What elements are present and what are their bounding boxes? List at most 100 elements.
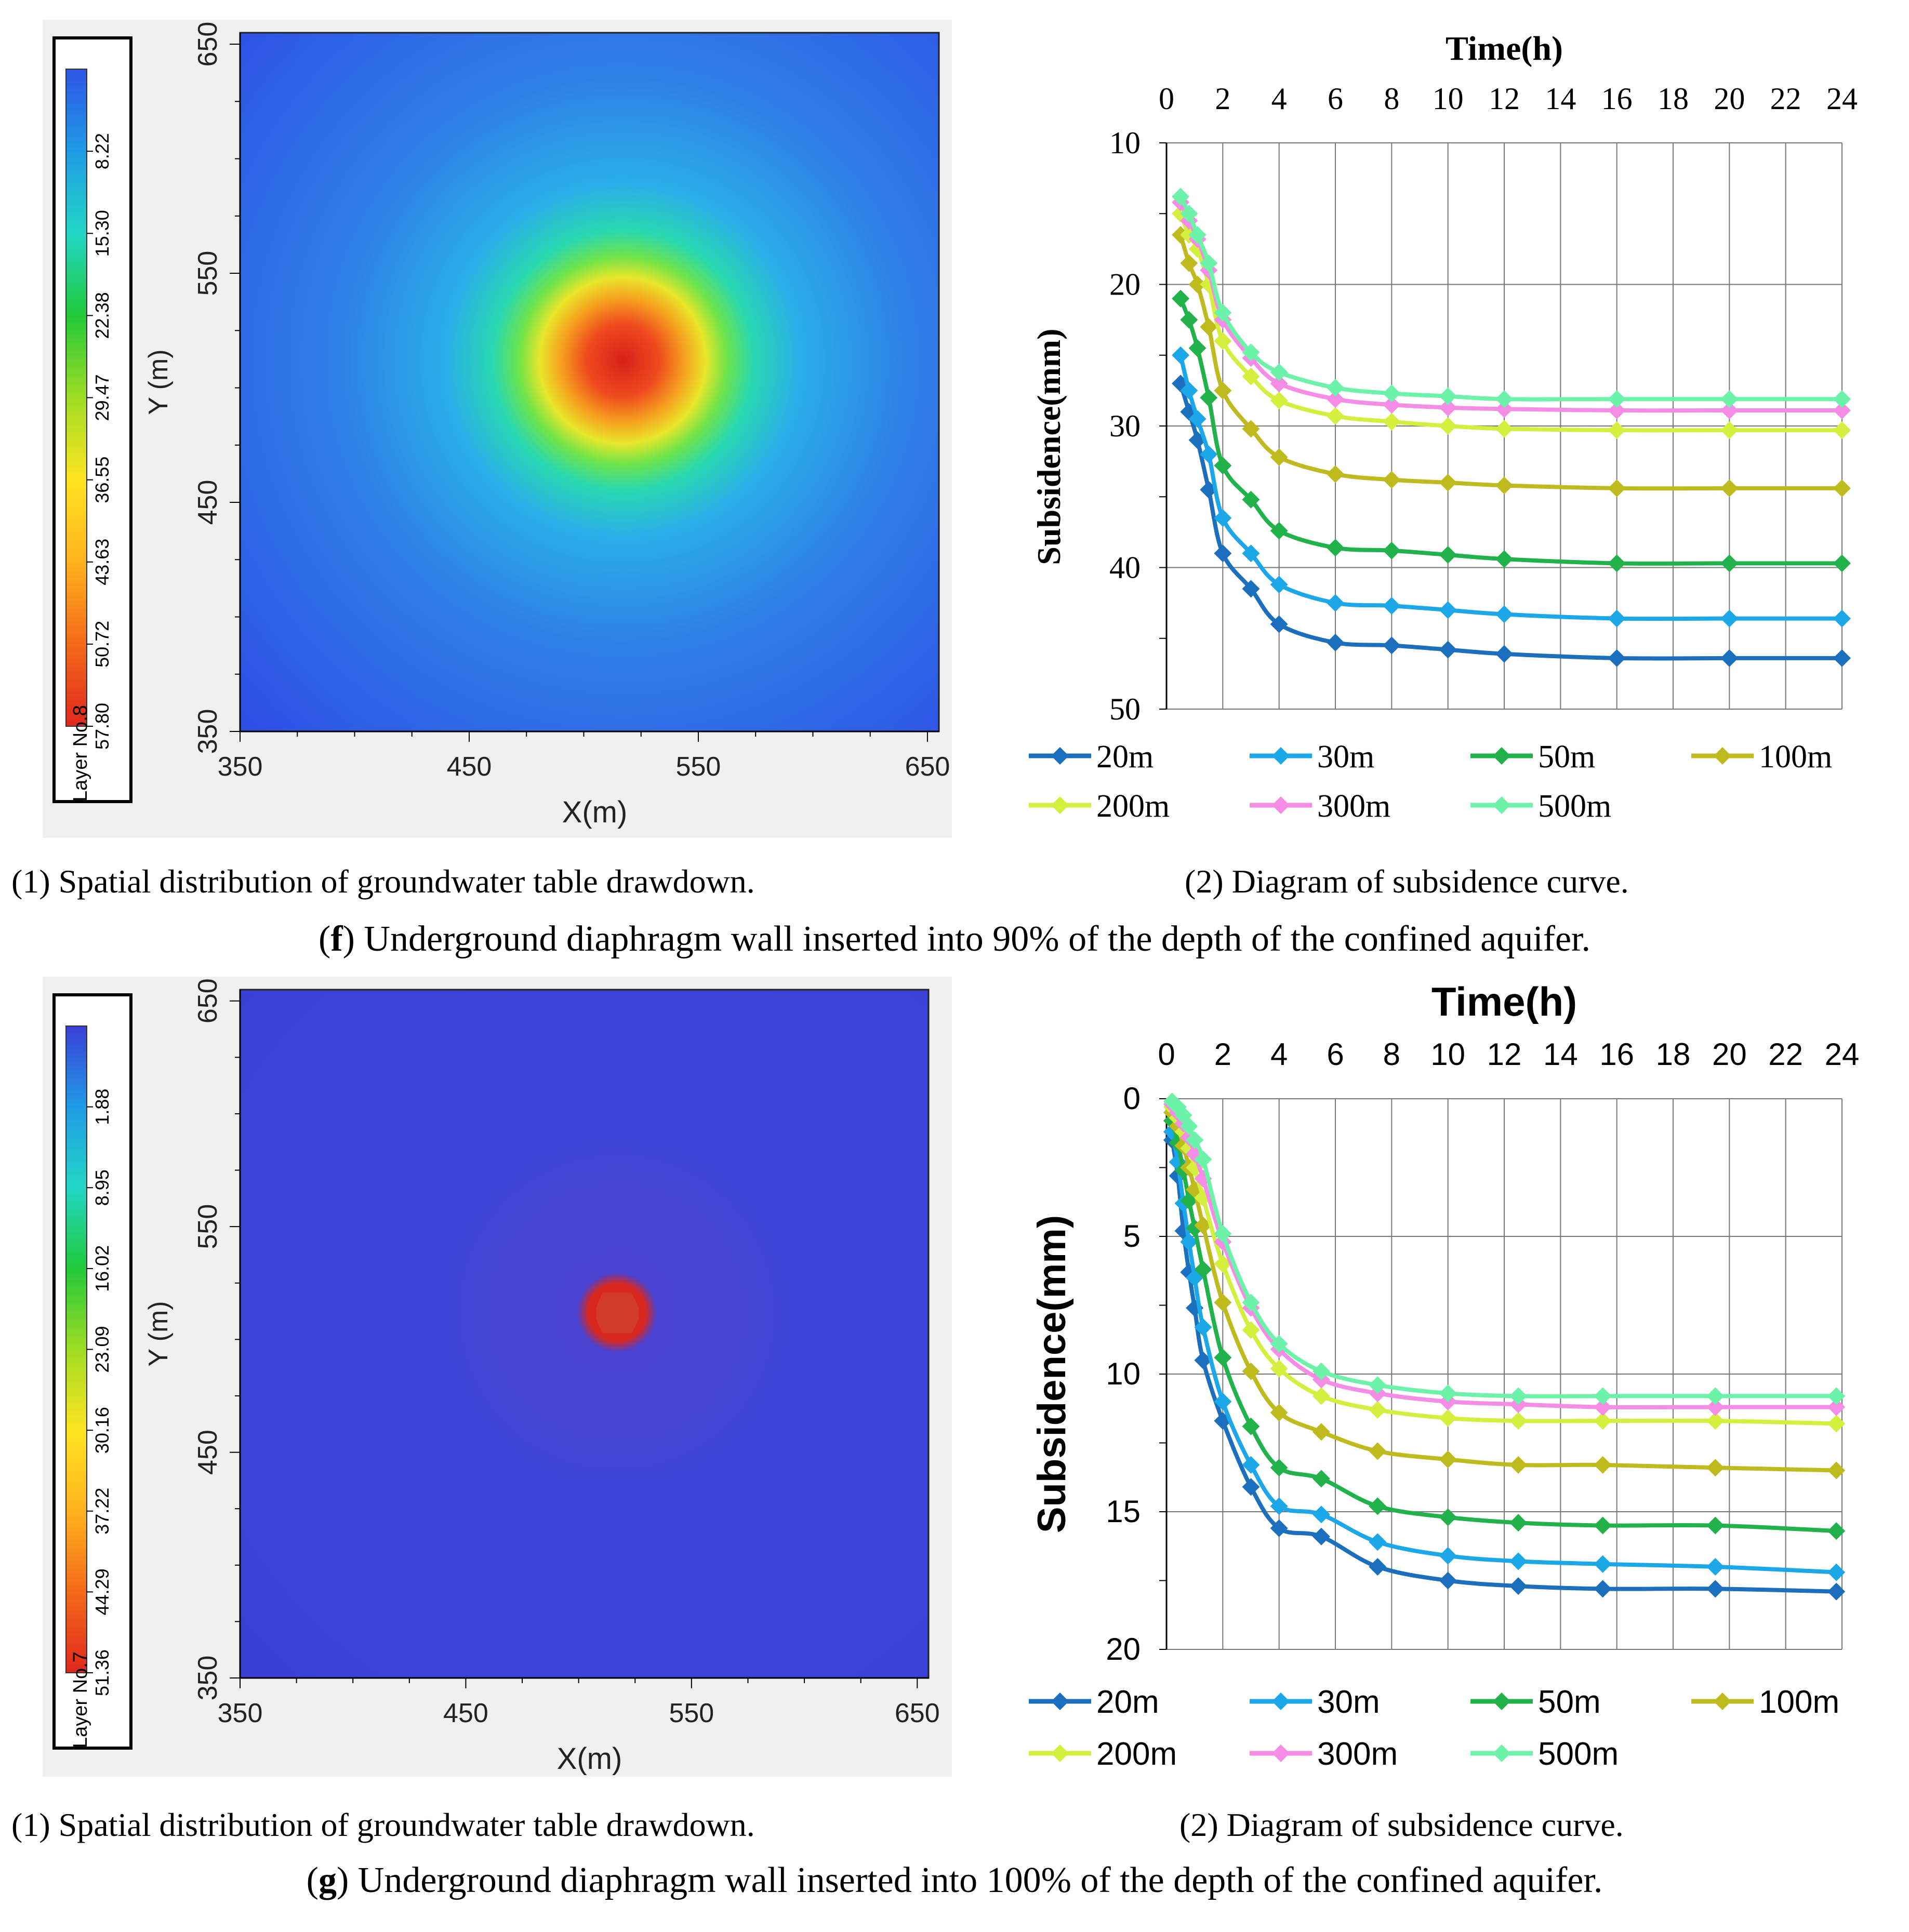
series-line [1178, 383, 1842, 661]
data-point [1270, 391, 1288, 409]
data-point [1827, 1522, 1846, 1540]
data-point [1312, 1387, 1330, 1405]
data-point [1439, 545, 1457, 564]
data-point [1714, 747, 1731, 765]
series-300m [1172, 193, 1851, 420]
data-point [1493, 747, 1510, 765]
x-tick-label: 22 [1768, 1037, 1803, 1072]
x-tick-label: 650 [895, 1698, 940, 1728]
legend-value: 37.22 [91, 1488, 113, 1535]
x-tick-label: 450 [447, 752, 492, 782]
data-point [1327, 390, 1344, 408]
data-point [1369, 1442, 1387, 1460]
data-point [1051, 747, 1069, 765]
x-tick-label: 12 [1489, 82, 1520, 116]
data-point [1509, 1577, 1528, 1595]
x-tick-label: 18 [1656, 1037, 1691, 1072]
data-point [1174, 1106, 1192, 1124]
data-point [1051, 1693, 1069, 1710]
drawdown-plume [240, 33, 939, 731]
y-axis-label: Subsidence(mm) [1030, 328, 1067, 565]
data-point [1383, 384, 1401, 403]
drawdown-core [596, 1293, 639, 1334]
data-point [1439, 417, 1457, 435]
data-point [1327, 407, 1344, 425]
data-point [1312, 1470, 1330, 1488]
data-point [1214, 1224, 1232, 1243]
data-point [1270, 1519, 1288, 1537]
data-point [1242, 1294, 1260, 1312]
caption-chart-g: (2) Diagram of subsidence curve. [1179, 1806, 1624, 1843]
data-point [1194, 1150, 1212, 1168]
data-point [1706, 1459, 1725, 1477]
x-tick-label: 8 [1384, 82, 1399, 116]
x-tick-label: 550 [669, 1698, 714, 1728]
x-tick-label: 16 [1601, 82, 1633, 116]
legend-item: 50m [1470, 739, 1595, 775]
data-point [1833, 421, 1851, 439]
data-point [1272, 796, 1290, 814]
legend-label: 500m [1538, 1736, 1619, 1772]
data-point [1495, 605, 1513, 623]
legend-value: 57.80 [91, 703, 113, 750]
y-axis-label: Y (m) [143, 349, 174, 415]
legend-item: 30m [1250, 1684, 1380, 1720]
data-point [1194, 1169, 1212, 1188]
x-tick-label: 16 [1599, 1037, 1634, 1072]
data-point [1383, 541, 1401, 559]
series-50m [1172, 289, 1851, 572]
data-point [1706, 1387, 1725, 1405]
legend-value: 8.95 [91, 1169, 113, 1206]
legend-item: 100m [1691, 739, 1832, 775]
x-axis-label: Time(h) [1446, 31, 1563, 68]
data-point [1706, 1516, 1725, 1535]
legend-item: 500m [1470, 789, 1611, 824]
data-point [1439, 1508, 1457, 1526]
data-point [1270, 375, 1288, 393]
data-point [1051, 1744, 1069, 1762]
y-tick-label: 10 [1109, 126, 1141, 160]
data-point [1312, 1505, 1330, 1524]
legend-label: 100m [1759, 739, 1832, 775]
legend-color-bar [65, 69, 87, 727]
legend-value: 8.22 [91, 133, 113, 169]
data-point [1194, 1260, 1212, 1278]
data-point [1242, 1478, 1260, 1496]
data-point [1493, 1693, 1510, 1710]
series-line [1178, 298, 1842, 566]
data-point [1383, 597, 1401, 615]
data-point [1180, 205, 1198, 223]
data-point [1312, 1527, 1330, 1545]
series-200m [1172, 205, 1851, 439]
data-point [1200, 389, 1218, 407]
data-point [1495, 550, 1513, 568]
legend-item: 300m [1250, 789, 1390, 824]
data-point [1270, 1360, 1288, 1378]
y-tick-label: 5 [1123, 1219, 1141, 1254]
data-point [1200, 445, 1218, 463]
data-point [1327, 633, 1344, 651]
data-point [1706, 1412, 1725, 1430]
data-point [1270, 363, 1288, 381]
data-point [1188, 226, 1207, 244]
data-point [1720, 609, 1739, 628]
data-point [1214, 1255, 1232, 1273]
legend-item: 200m [1029, 1736, 1177, 1772]
data-point [1242, 1417, 1260, 1435]
legend-item: 300m [1250, 1736, 1398, 1772]
legend-item: 500m [1470, 1736, 1619, 1772]
contour-plot-f: 57.80 50.72 43.63 36.55 29.47 22.38 15.30 8.22 L… [52, 22, 950, 829]
data-point [1495, 476, 1513, 495]
data-point [1439, 1384, 1457, 1403]
x-tick-label: 8 [1383, 1037, 1400, 1072]
x-tick-label: 6 [1328, 82, 1343, 116]
data-point [1180, 381, 1198, 399]
data-point [1369, 1533, 1387, 1551]
data-point [1383, 471, 1401, 489]
data-point [1051, 796, 1069, 814]
drawdown-plume [240, 990, 929, 1678]
data-point [1509, 1514, 1528, 1532]
caption-contour-g: (1) Spatial distribution of groundwater … [11, 1806, 755, 1843]
contour-panel-f: 57.80 50.72 43.63 36.55 29.47 22.38 15.30 8.22 L… [43, 20, 952, 838]
data-point [1327, 465, 1344, 483]
